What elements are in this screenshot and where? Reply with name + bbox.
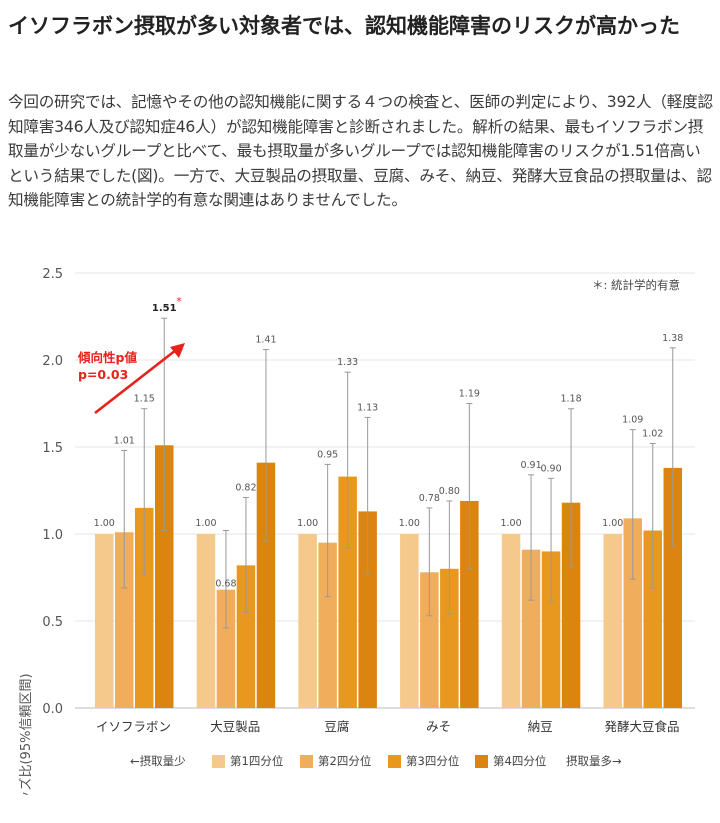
x-category-label: 大豆製品	[210, 719, 260, 734]
x-category-label: 豆腐	[324, 719, 349, 734]
legend-swatch	[475, 755, 488, 768]
data-label: 1.00	[500, 518, 521, 529]
chart-data-labels: 1.00 1.01 1.15 1.51* 1.00 0.68 0.82 1.41 1.00 0.9…	[94, 295, 684, 589]
legend-series-label: 第4四分位	[493, 754, 546, 768]
bar	[135, 507, 154, 708]
legend-series-label: 第3四分位	[406, 754, 459, 768]
significance-note: ＊: 統計学的有意	[592, 278, 680, 292]
bar	[460, 500, 479, 708]
bar	[298, 534, 317, 708]
bar	[256, 462, 276, 708]
y-tick-label: 2.5	[42, 267, 63, 282]
bar	[400, 534, 419, 708]
significance-note-text: ＊: 統計学的有意	[592, 278, 680, 292]
data-label: 1.13	[357, 402, 378, 413]
y-tick-label: 0.5	[42, 615, 63, 630]
article-body: 今回の研究では、記憶やその他の認知機能に関する４つの検査と、医師の判定により、3…	[8, 93, 713, 209]
data-label: 1.38	[662, 333, 683, 344]
chart-axes: 0.0 0.5 1.0 1.5 2.0 2.5 イソフラボン 大豆製品 豆腐 みそ 納豆 発酵大豆食品	[42, 267, 679, 734]
legend-swatch	[212, 755, 225, 768]
bar	[95, 534, 114, 708]
bar	[561, 502, 581, 708]
data-label: 1.18	[560, 394, 581, 405]
data-label: 0.78	[419, 493, 440, 504]
chart-gridlines	[75, 272, 695, 709]
legend-swatch	[388, 755, 401, 768]
data-label: 1.00	[399, 518, 420, 529]
x-category-label: 納豆	[528, 719, 553, 734]
data-label: 1.19	[459, 389, 480, 400]
data-label: 0.82	[235, 482, 256, 493]
odds-ratio-chart: 1.00 1.01 1.15 1.51* 1.00 0.68 0.82 1.41 1.00 0.9…	[18, 267, 695, 795]
legend-left-label: ←摂取量少	[130, 754, 186, 768]
bar	[358, 511, 377, 708]
x-category-label: みそ	[426, 719, 451, 734]
bar	[663, 467, 682, 708]
data-label: 1.00	[602, 518, 623, 529]
data-label: 1.00	[195, 518, 216, 529]
chart-legend: ←摂取量少 摂取量多→ 第1四分位 第2四分位 第3四分位 第4四分位	[130, 754, 622, 768]
data-label: 0.91	[520, 460, 541, 471]
bar	[216, 589, 236, 708]
bar	[501, 534, 521, 708]
y-axis-label: オッズ比(95%信頼区間)	[18, 673, 34, 795]
bar	[643, 530, 662, 708]
trend-value: p=0.03	[78, 367, 128, 382]
data-label: 1.00	[94, 518, 115, 529]
data-label: 0.95	[317, 449, 338, 460]
y-tick-label: 0.0	[42, 702, 63, 717]
bar	[338, 476, 357, 708]
y-tick-label: 1.5	[42, 441, 63, 456]
legend-series-label: 第1四分位	[230, 754, 283, 768]
bar	[115, 532, 134, 708]
bar	[521, 549, 541, 708]
y-tick-label: 1.0	[42, 528, 63, 543]
data-label: 1.51	[152, 303, 177, 314]
bar	[541, 551, 561, 708]
bar	[440, 568, 459, 708]
x-category-label: 発酵大豆食品	[604, 719, 679, 734]
data-label: 0.80	[439, 486, 460, 497]
significance-marker: *	[176, 295, 182, 308]
data-label: 1.15	[134, 394, 155, 405]
article-headline: イソフラボン摂取が多い対象者では、認知機能障害のリスクが高かった	[8, 14, 680, 38]
legend-series-label: 第2四分位	[318, 754, 371, 768]
data-label: 1.09	[622, 415, 643, 426]
bar	[318, 542, 337, 708]
data-label: 1.33	[337, 357, 358, 368]
x-category-label: イソフラボン	[96, 719, 171, 734]
data-label: 0.90	[540, 463, 561, 474]
chart-bars	[95, 445, 682, 708]
bar	[603, 534, 622, 708]
bar	[623, 518, 642, 708]
bar	[155, 445, 174, 708]
bar	[236, 565, 256, 708]
trend-annotation: 傾向性p値 p=0.03	[77, 343, 185, 415]
data-label: 1.00	[297, 518, 318, 529]
data-label: 1.02	[642, 429, 663, 440]
data-label: 0.68	[215, 579, 236, 590]
legend-right-label: 摂取量多→	[566, 754, 622, 768]
trend-title: 傾向性p値	[77, 350, 137, 365]
bar	[196, 534, 216, 708]
trend-arrow-head	[170, 343, 185, 358]
trend-arrow-line	[94, 348, 177, 415]
data-label: 1.41	[255, 335, 276, 346]
chart-error-bars	[121, 317, 676, 629]
y-tick-label: 2.0	[42, 354, 63, 369]
legend-swatch	[300, 755, 313, 768]
bar	[420, 572, 439, 708]
data-label: 1.01	[114, 435, 135, 446]
